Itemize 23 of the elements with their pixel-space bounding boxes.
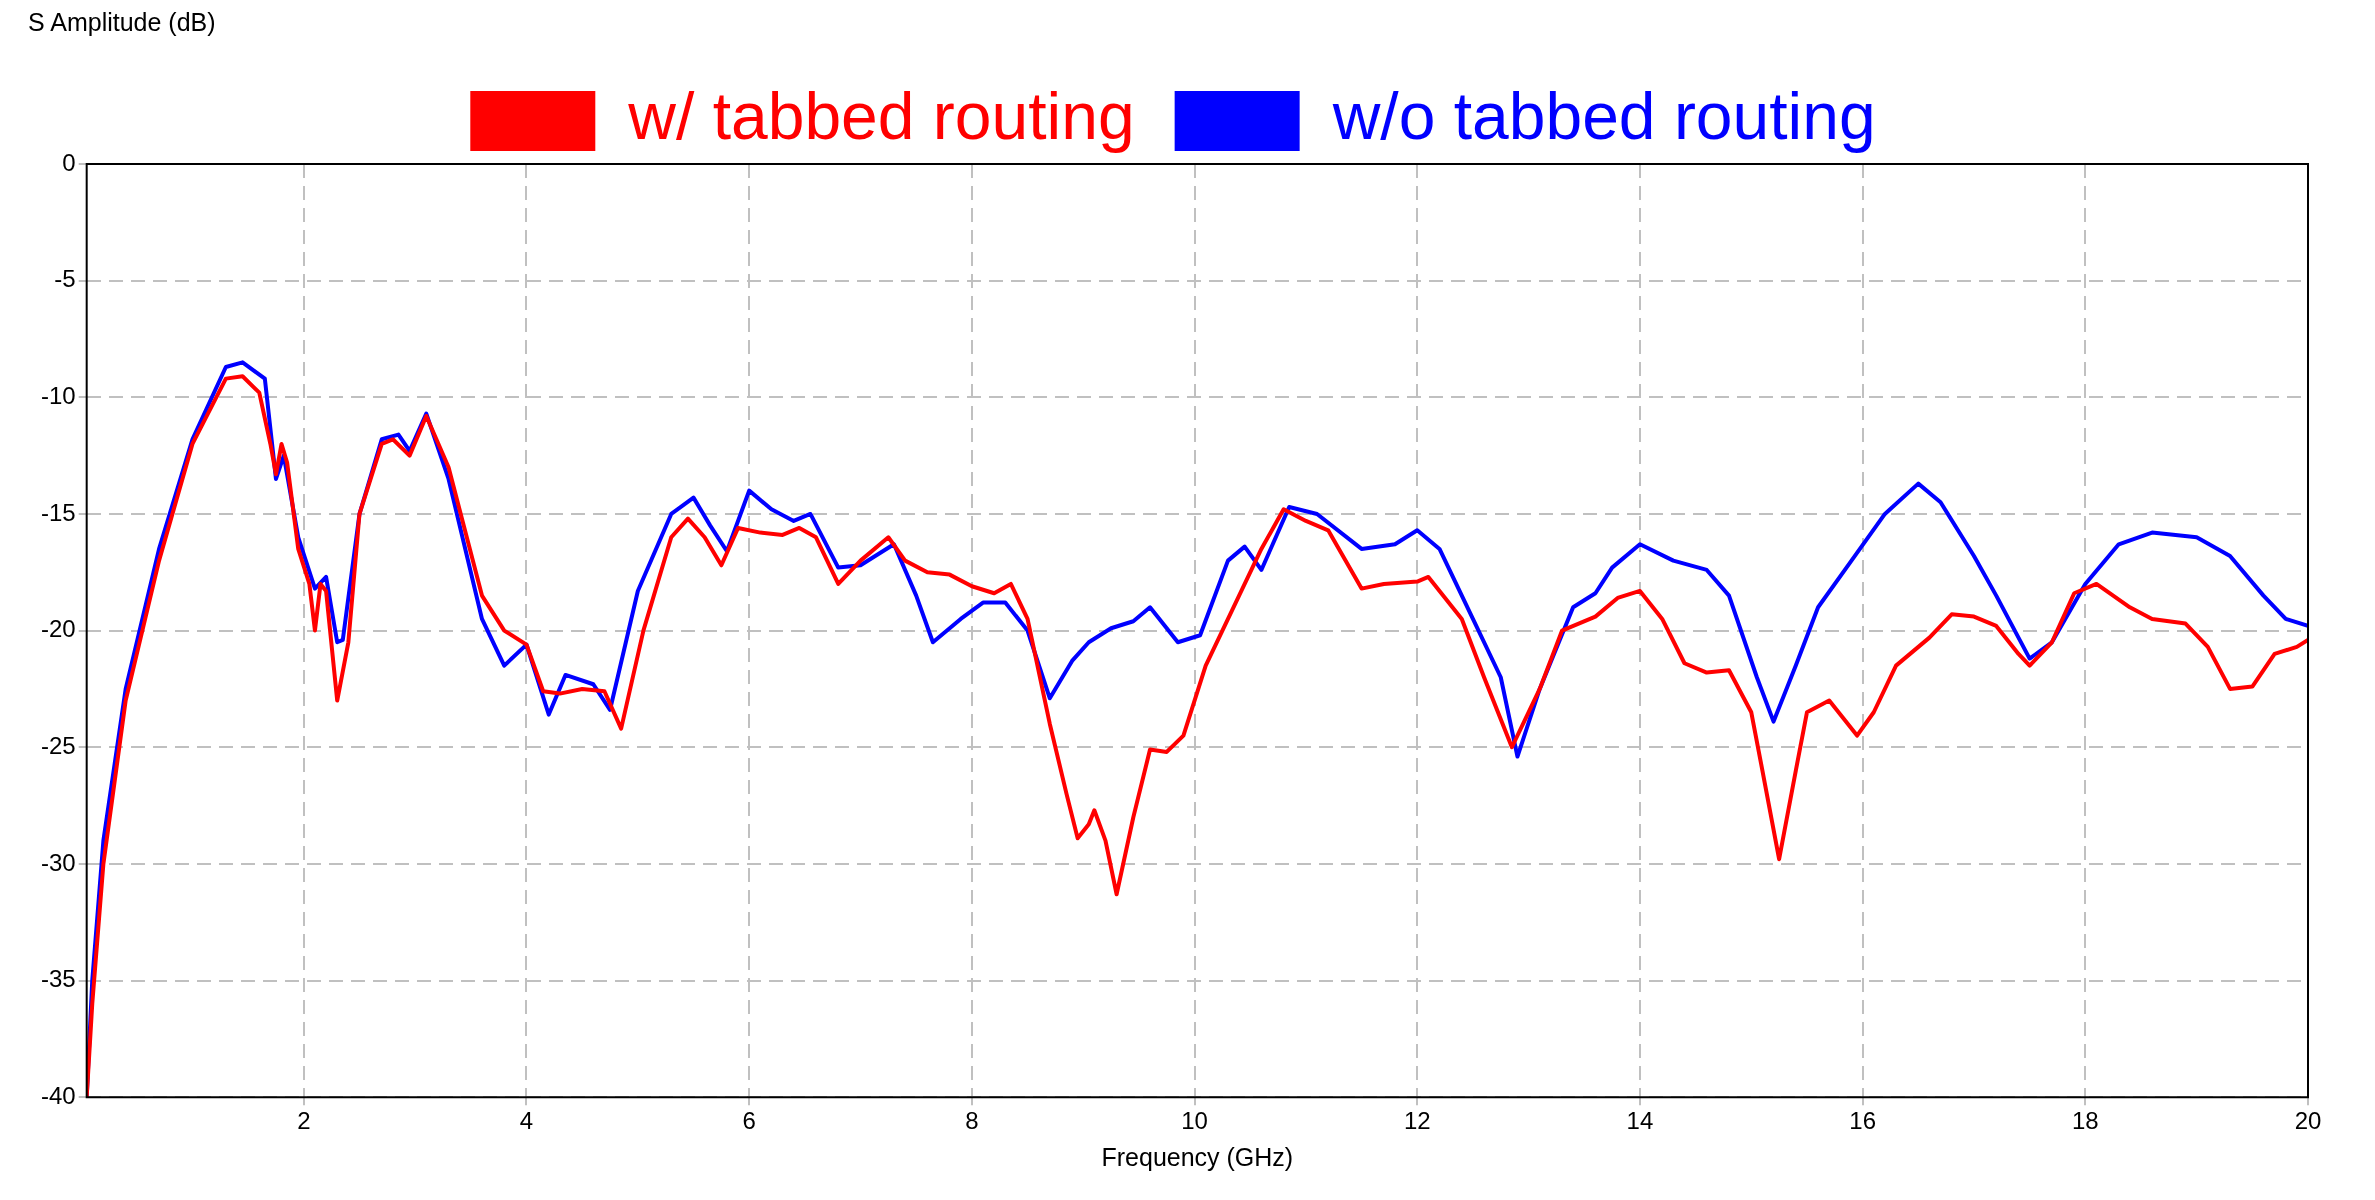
y-tick-label: -35 [41,965,76,993]
x-tick-label: 6 [742,1107,756,1135]
x-tick-label: 18 [2071,1107,2099,1135]
x-tick-label: 4 [519,1107,534,1135]
x-axis-title: Frequency (GHz) [1101,1142,1294,1171]
x-tick-label: 2 [297,1107,311,1135]
legend-label: w/ tabbed routing [627,79,1135,154]
x-tick-label: 12 [1403,1107,1431,1135]
legend-label: w/o tabbed routing [1331,79,1876,154]
y-tick-label: -5 [54,265,76,293]
y-tick-label: -15 [41,498,76,526]
y-tick-label: -10 [41,381,76,409]
x-tick-label: 10 [1181,1107,1208,1135]
x-tick-label: 14 [1626,1107,1654,1135]
y-tick-label: 0 [62,148,76,176]
y-axis-title: S Amplitude (dB) [27,8,217,38]
x-tick-label: 8 [965,1107,979,1135]
y-tick-label: -20 [41,615,76,643]
x-tick-label: 20 [2294,1107,2322,1135]
y-tick-label: -25 [41,731,76,759]
x-tick-label: 16 [1849,1107,1876,1135]
y-tick-label: -30 [41,848,76,876]
y-tick-label: -40 [41,1081,76,1109]
